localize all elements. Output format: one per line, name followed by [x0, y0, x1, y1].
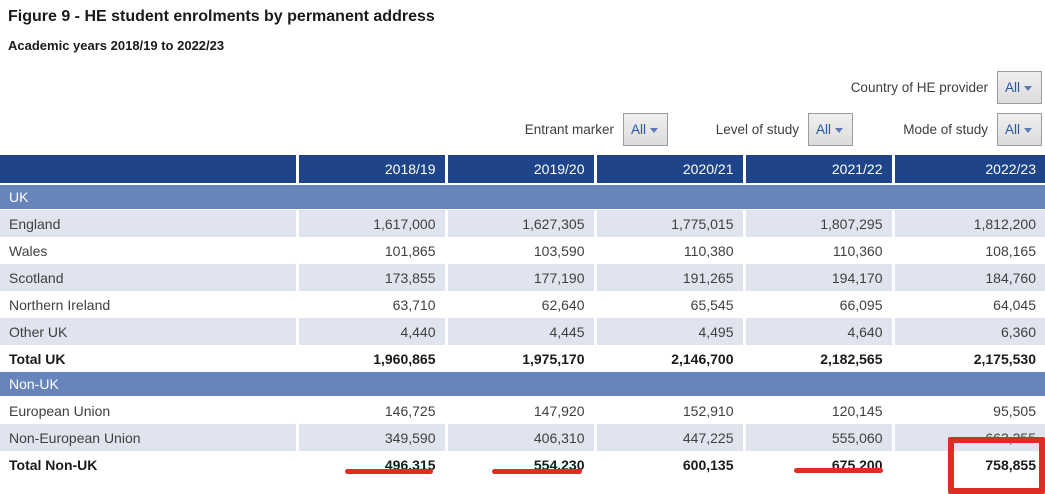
cell-value: 110,380 — [593, 237, 744, 264]
table-row-total-non-uk: Total Non-UK 496,315 554,230 600,135 675… — [0, 451, 1045, 478]
cell-value: 173,855 — [295, 264, 446, 291]
cell-value: 63,710 — [295, 291, 446, 318]
mode-dropdown-value: All — [1005, 122, 1021, 137]
cell-value: 103,590 — [444, 237, 595, 264]
cell-value: 4,495 — [593, 318, 744, 345]
table-header-row: 2018/19 2019/20 2020/21 2021/22 2022/23 — [0, 155, 1045, 185]
cell-value: 600,135 — [593, 451, 744, 478]
header-year: 2020/21 — [593, 155, 744, 185]
red-underline-annotation — [492, 469, 582, 474]
header-year: 2022/23 — [891, 155, 1045, 185]
country-dropdown-value: All — [1005, 80, 1021, 95]
chevron-down-icon — [835, 128, 844, 133]
cell-value: 1,627,305 — [444, 209, 595, 237]
cell-value: 2,146,700 — [593, 345, 744, 372]
cell-value: 4,640 — [742, 318, 893, 345]
table-row-wales: Wales 101,865 103,590 110,380 110,360 10… — [0, 237, 1045, 264]
header-blank-cell — [0, 155, 297, 185]
row-label: Scotland — [0, 264, 297, 291]
cell-value: 2,182,565 — [742, 345, 893, 372]
filter-level-of-study: Level of study All — [716, 113, 853, 146]
cell-value: 191,265 — [593, 264, 744, 291]
cell-value: 146,725 — [295, 396, 446, 424]
level-of-study-dropdown[interactable]: All — [808, 113, 853, 146]
cell-value: 1,775,015 — [593, 209, 744, 237]
page-title: Figure 9 - HE student enrolments by perm… — [8, 8, 435, 25]
chevron-down-icon — [1024, 86, 1033, 91]
filter-level-label: Level of study — [715, 122, 799, 137]
cell-value: 4,445 — [444, 318, 595, 345]
header-year: 2019/20 — [444, 155, 595, 185]
filter-entrant-marker: Entrant marker All — [525, 113, 668, 146]
cell-value: 675,200 — [742, 451, 893, 478]
cell-value: 64,045 — [891, 291, 1045, 318]
red-box-annotation — [948, 437, 1045, 494]
table-row-european-union: European Union 146,725 147,920 152,910 1… — [0, 396, 1045, 424]
cell-value: 152,910 — [593, 396, 744, 424]
cell-value: 1,960,865 — [295, 345, 446, 372]
level-dropdown-value: All — [816, 122, 832, 137]
filter-mode-label: Mode of study — [903, 122, 988, 137]
cell-value: 406,310 — [444, 424, 595, 451]
cell-value: 177,190 — [444, 264, 595, 291]
table-row-northern-ireland: Northern Ireland 63,710 62,640 65,545 66… — [0, 291, 1045, 318]
cell-value: 110,360 — [742, 237, 893, 264]
row-label: European Union — [0, 396, 297, 424]
mode-of-study-dropdown[interactable]: All — [997, 113, 1042, 146]
cell-value: 1,975,170 — [444, 345, 595, 372]
row-label: Northern Ireland — [0, 291, 297, 318]
cell-value: 1,617,000 — [295, 209, 446, 237]
entrant-marker-dropdown[interactable]: All — [623, 113, 668, 146]
cell-value: 108,165 — [891, 237, 1045, 264]
cell-value: 496,315 — [295, 451, 446, 478]
enrolments-table: 2018/19 2019/20 2020/21 2021/22 2022/23 … — [0, 155, 1045, 478]
red-underline-annotation — [345, 469, 433, 474]
row-label: England — [0, 209, 297, 237]
table-row-total-uk: Total UK 1,960,865 1,975,170 2,146,700 2… — [0, 345, 1045, 372]
filter-country-of-he-provider: Country of HE provider All — [851, 71, 1042, 104]
cell-value: 758,855 — [891, 451, 1045, 478]
cell-value: 555,060 — [742, 424, 893, 451]
header-year: 2021/22 — [742, 155, 893, 185]
cell-value: 194,170 — [742, 264, 893, 291]
filter-entrant-label: Entrant marker — [524, 122, 614, 137]
section-header-uk: UK — [0, 184, 1045, 210]
cell-value: 184,760 — [891, 264, 1045, 291]
red-underline-annotation — [794, 468, 883, 473]
row-label: Other UK — [0, 318, 297, 345]
row-label: Non-European Union — [0, 424, 297, 451]
cell-value: 66,095 — [742, 291, 893, 318]
cell-value: 95,505 — [891, 396, 1045, 424]
row-label: Wales — [0, 237, 297, 264]
cell-value: 447,225 — [593, 424, 744, 451]
chevron-down-icon — [1024, 128, 1033, 133]
filter-mode-of-study: Mode of study All — [903, 113, 1042, 146]
cell-value: 147,920 — [444, 396, 595, 424]
table-row-other-uk: Other UK 4,440 4,445 4,495 4,640 6,360 — [0, 318, 1045, 345]
chevron-down-icon — [650, 128, 659, 133]
cell-value: 4,440 — [295, 318, 446, 345]
country-of-he-provider-dropdown[interactable]: All — [997, 71, 1042, 104]
cell-value: 101,865 — [295, 237, 446, 264]
table-row-scotland: Scotland 173,855 177,190 191,265 194,170… — [0, 264, 1045, 291]
cell-value: 554,230 — [444, 451, 595, 478]
cell-value: 1,812,200 — [891, 209, 1045, 237]
row-label: Total UK — [0, 345, 297, 372]
cell-value: 62,640 — [444, 291, 595, 318]
cell-value: 6,360 — [891, 318, 1045, 345]
cell-value: 65,545 — [593, 291, 744, 318]
cell-value: 1,807,295 — [742, 209, 893, 237]
section-header-non-uk: Non-UK — [0, 372, 1045, 397]
cell-value: 120,145 — [742, 396, 893, 424]
row-label: Total Non-UK — [0, 451, 297, 478]
filter-country-label: Country of HE provider — [850, 80, 988, 95]
table-row-england: England 1,617,000 1,627,305 1,775,015 1,… — [0, 209, 1045, 237]
entrant-dropdown-value: All — [631, 122, 647, 137]
table-row-non-european-union: Non-European Union 349,590 406,310 447,2… — [0, 424, 1045, 451]
cell-value: 349,590 — [295, 424, 446, 451]
header-year: 2018/19 — [295, 155, 446, 185]
cell-value: 2,175,530 — [891, 345, 1045, 372]
page-subtitle: Academic years 2018/19 to 2022/23 — [8, 38, 225, 53]
